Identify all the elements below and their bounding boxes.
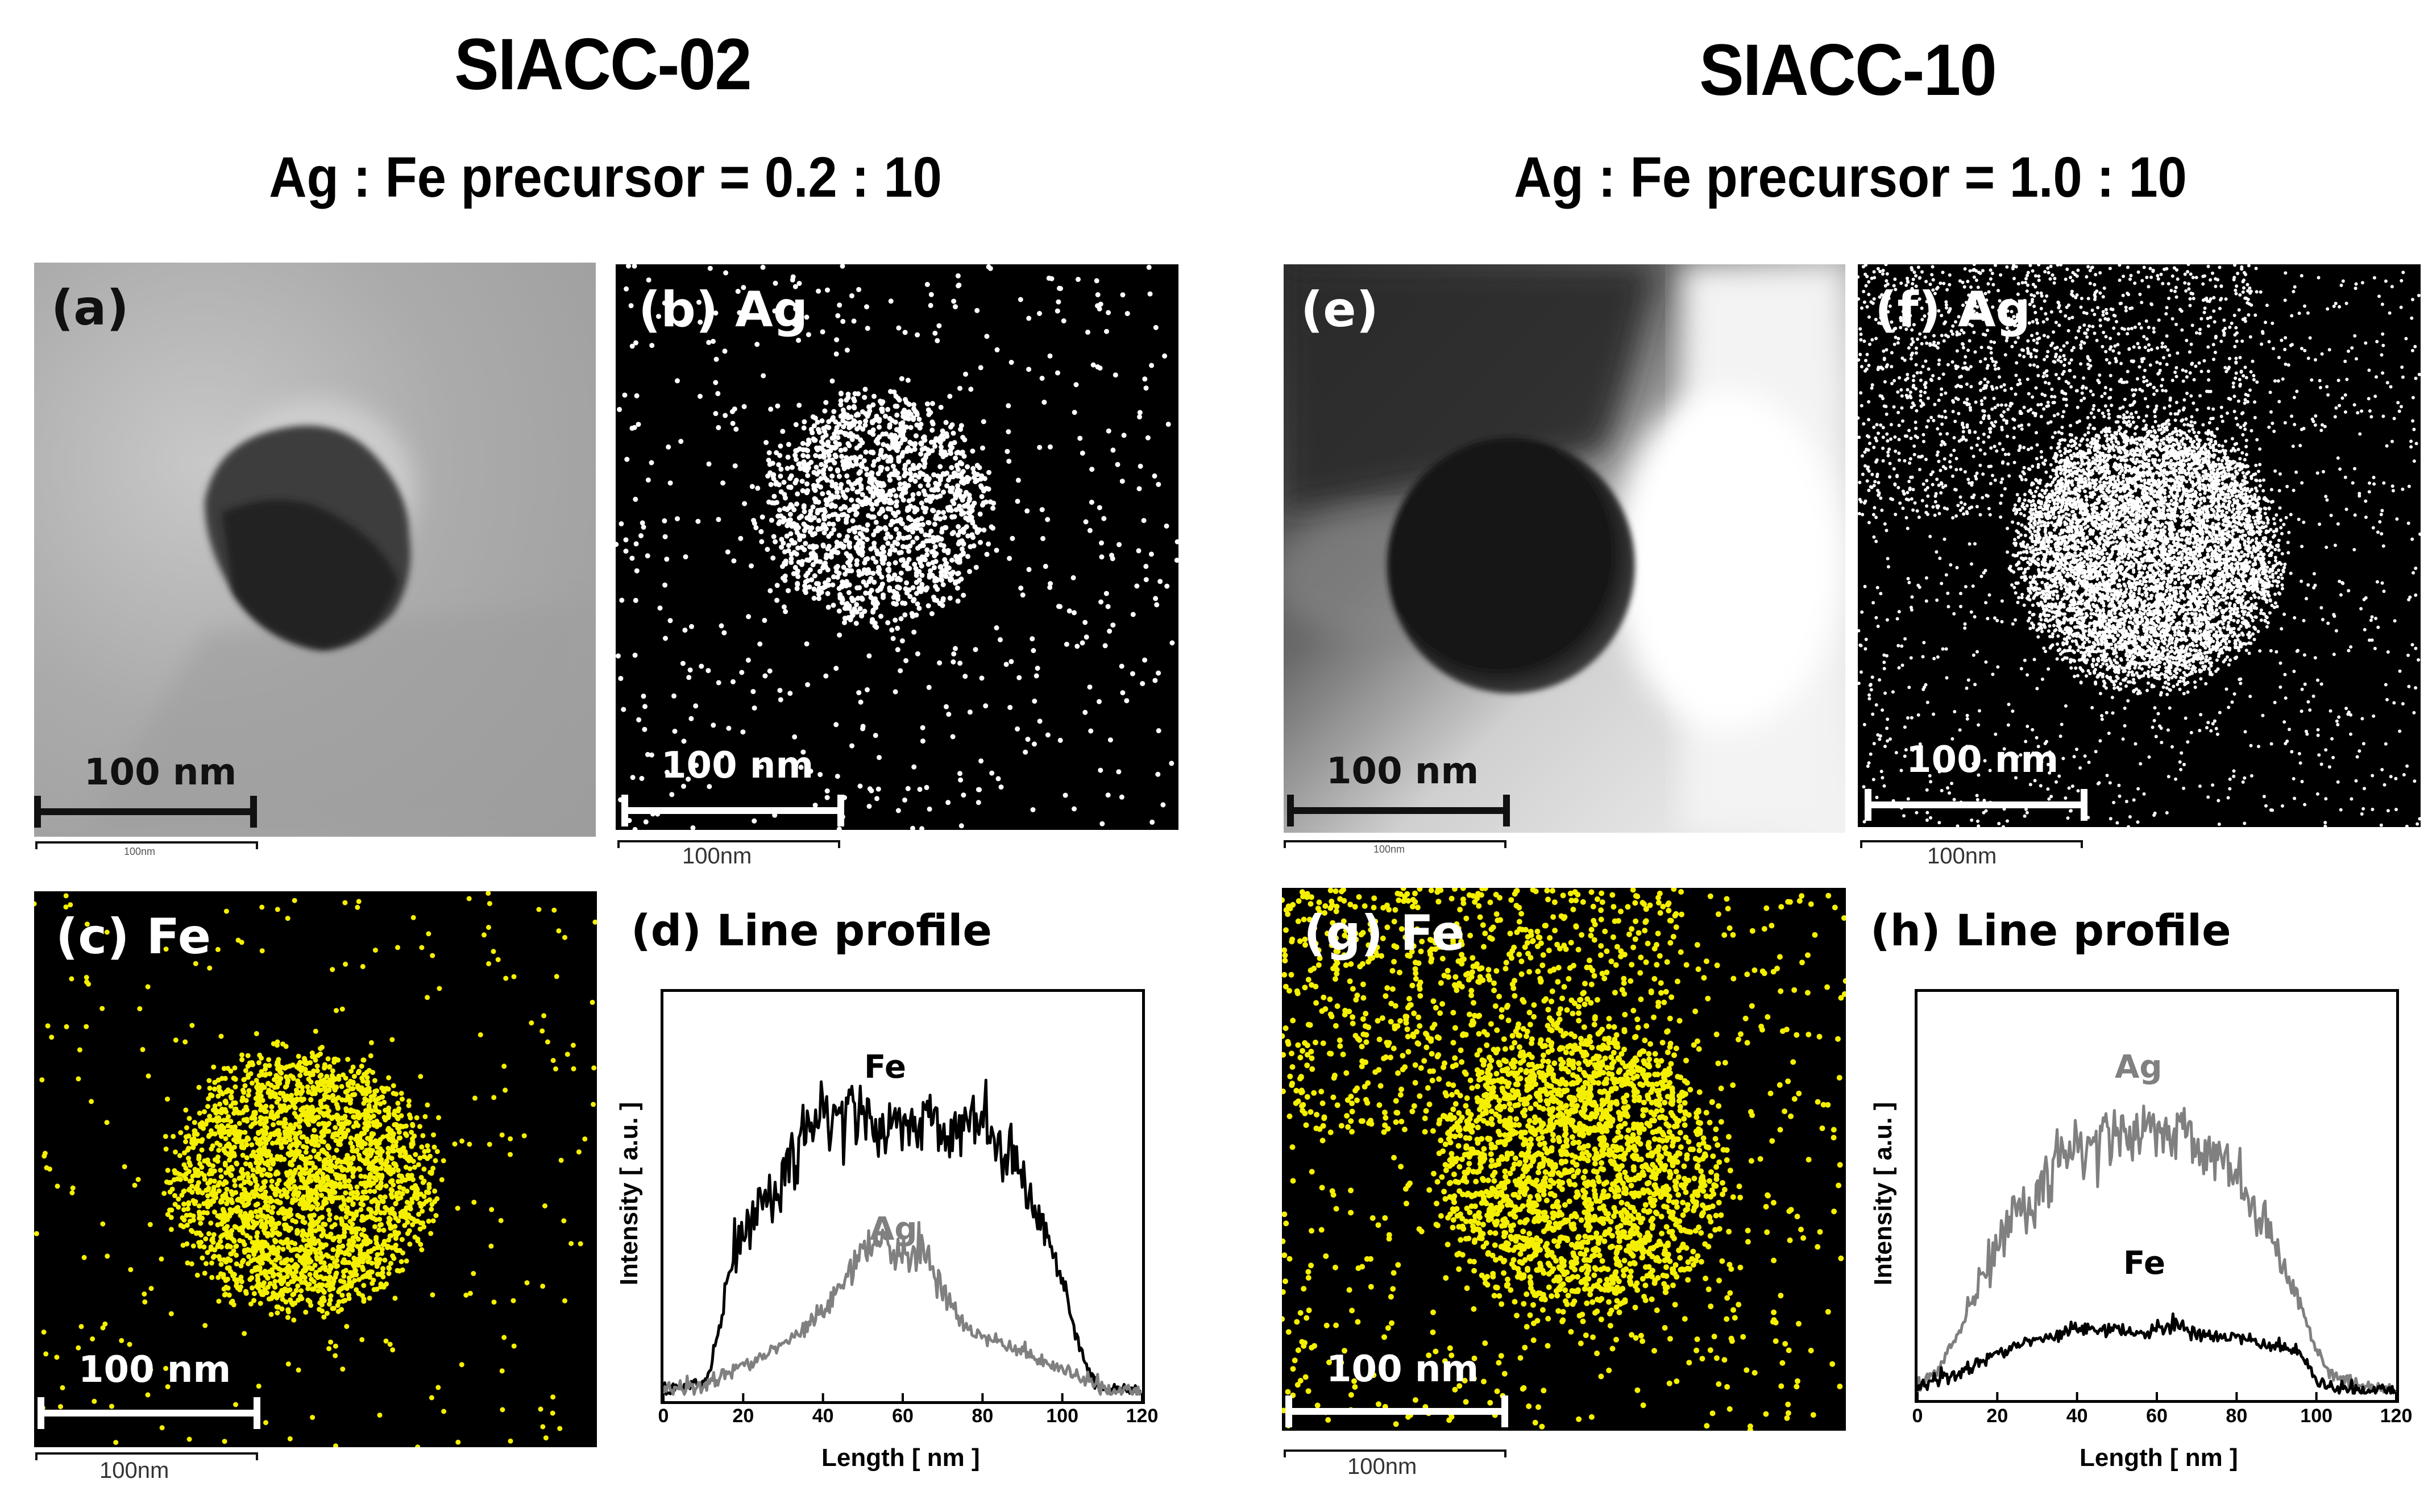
line-profile-chart-d [661,989,1145,1404]
panel-label-c: (c) Fe [56,908,211,965]
sub-scale-label-b: 100nm [682,844,752,869]
x-tick-label: 80 [972,1405,994,1427]
sample-title-siacc-10: SIACC-10 [1699,30,1997,111]
precursor-ratio-right: Ag : Fe precursor = 1.0 : 10 [1514,146,2187,209]
scale-label-g: 100 nm [1326,1348,1479,1390]
series-label-fe-h: Fe [2123,1245,2165,1282]
scale-label-c: 100 nm [78,1349,231,1391]
eds-map-ag-f: (f) Ag 100 nm [1858,264,2421,827]
tem-particle-graphic-e [1284,264,1845,833]
series-label-ag-d: Ag [870,1211,918,1248]
eds-map-fe-c: (c) Fe 100 nm [34,891,597,1447]
sub-scale-bar-b [617,840,840,848]
sub-scale-label-a: 100nm [124,846,156,857]
tem-image-a: (a) 100 nm [34,263,596,837]
sample-title-siacc-02: SIACC-02 [454,24,752,105]
eds-map-fe-g: (g) Fe 100 nm [1282,888,1846,1431]
x-tick-label: 60 [892,1405,914,1427]
ag-dot-map-f [1858,264,2421,827]
sub-scale-label-e: 100nm [1373,844,1405,855]
sub-scale-bar-f [1860,840,2083,848]
x-tick-label: 20 [732,1405,754,1427]
tem-particle-graphic-a [34,263,596,837]
chart-title-d: (d) Line profile [631,905,992,956]
x-tick-label: 100 [2300,1405,2333,1427]
panel-label-f: (f) Ag [1875,281,2031,338]
sub-scale-label-g: 100nm [1347,1454,1417,1479]
x-tick-label: 120 [2380,1405,2413,1427]
ag-dot-map-b [616,264,1178,830]
scale-label-f: 100 nm [1906,739,2059,781]
x-tick-label: 40 [2066,1405,2088,1427]
scale-bar-e [1287,795,1510,826]
x-tick-label: 20 [1986,1405,2008,1427]
scale-label-a: 100 nm [84,751,237,794]
sub-scale-bar-a [35,841,258,849]
scale-bar-b [621,795,844,826]
x-tick-label: 0 [1912,1405,1923,1427]
x-tick-label: 80 [2226,1405,2248,1427]
x-tick-label: 40 [812,1405,834,1427]
panel-label-e: (e) [1301,281,1379,338]
scale-label-b: 100 nm [661,745,814,787]
scale-bar-c [38,1397,260,1429]
panel-label-a: (a) [51,280,129,337]
panel-label-b: (b) Ag [638,281,808,338]
x-tick-label: 0 [658,1405,669,1427]
chart-title-h: (h) Line profile [1870,905,2231,956]
x-axis-title-h: Length [ nm ] [2080,1444,2238,1472]
sub-scale-label-c: 100nm [99,1458,169,1483]
scale-bar-f [1865,789,2087,821]
fe-dot-map-c [34,891,597,1447]
line-profile-chart-h [1915,989,2399,1403]
scale-bar-a [34,796,257,828]
precursor-ratio-left: Ag : Fe precursor = 0.2 : 10 [269,146,942,209]
sub-scale-bar-e [1284,840,1506,848]
fe-dot-map-g [1282,888,1846,1431]
sub-scale-bar-c [35,1452,258,1460]
y-axis-title-h: Intensity [ a.u. ] [1869,1102,1897,1286]
x-tick-label: 120 [1126,1405,1159,1427]
panel-label-g: (g) Fe [1304,905,1465,962]
scale-label-e: 100 nm [1326,750,1479,792]
tem-image-e: (e) 100 nm [1284,264,1845,833]
y-axis-title-d: Intensity [ a.u. ] [615,1102,643,1286]
x-tick-label: 100 [1046,1405,1079,1427]
sub-scale-bar-g [1284,1449,1506,1457]
eds-map-ag-b: (b) Ag 100 nm [616,264,1178,830]
series-label-fe-d: Fe [864,1049,906,1086]
scale-bar-g [1285,1395,1508,1427]
x-tick-label: 60 [2146,1405,2168,1427]
series-label-ag-h: Ag [2115,1049,2163,1086]
sub-scale-label-f: 100nm [1927,844,1997,869]
x-axis-title-d: Length [ nm ] [821,1444,980,1472]
